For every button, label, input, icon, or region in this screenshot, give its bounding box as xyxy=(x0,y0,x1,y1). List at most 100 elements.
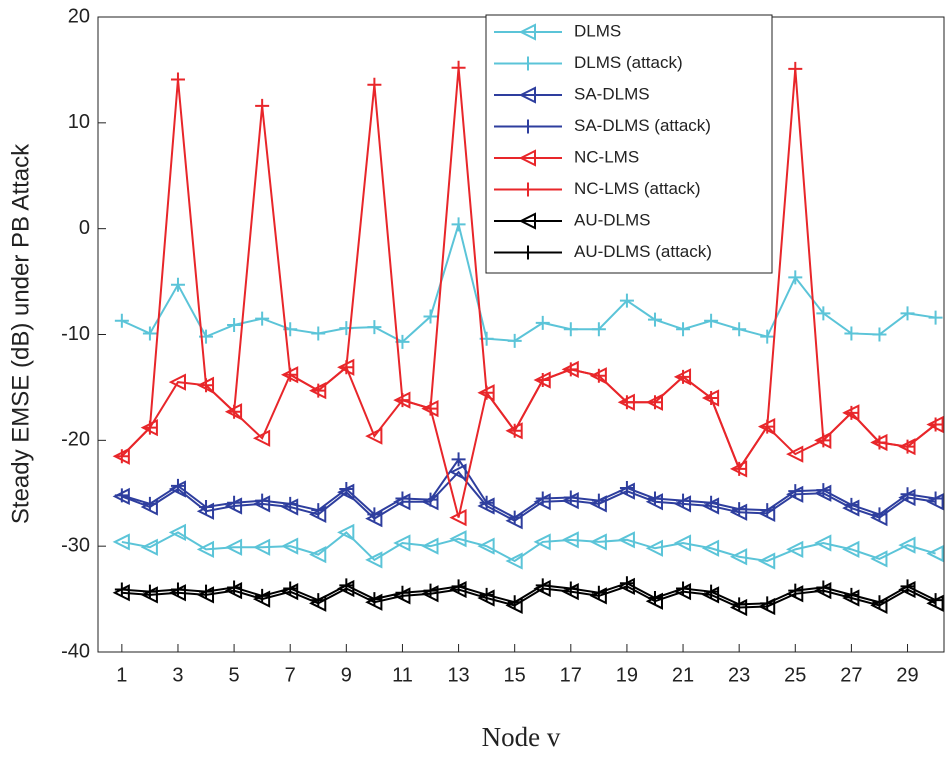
marker xyxy=(423,309,438,324)
marker xyxy=(732,322,747,337)
marker xyxy=(393,534,411,552)
legend: DLMS DLMS (attack) SA-DLMS SA-DLMS (attack)… xyxy=(485,14,773,274)
marker xyxy=(844,326,859,341)
marker xyxy=(844,405,859,420)
marker xyxy=(591,322,606,337)
x-tick-label: 29 xyxy=(896,664,918,686)
marker xyxy=(760,503,775,518)
marker xyxy=(619,395,634,410)
marker xyxy=(535,315,550,330)
marker xyxy=(227,404,242,419)
marker xyxy=(367,507,382,522)
marker xyxy=(533,533,551,551)
x-tick-label: 25 xyxy=(784,664,806,686)
marker xyxy=(227,580,242,595)
marker xyxy=(142,326,157,341)
x-axis-label: Node v xyxy=(482,722,561,752)
marker xyxy=(196,540,215,558)
x-tick-label: 7 xyxy=(285,664,296,686)
y-tick-label: 20 xyxy=(68,5,90,27)
marker xyxy=(589,533,607,551)
marker xyxy=(311,326,326,341)
marker xyxy=(142,584,157,599)
marker xyxy=(339,482,354,497)
y-axis-label: Steady EMSE (dB) under PB Attack xyxy=(7,143,34,524)
x-tick-label: 21 xyxy=(672,664,694,686)
marker xyxy=(617,531,635,549)
marker xyxy=(619,576,634,591)
marker xyxy=(563,490,578,505)
marker xyxy=(451,579,466,594)
marker xyxy=(421,537,439,555)
x-tick-label: 3 xyxy=(172,664,183,686)
legend-marker xyxy=(518,149,536,167)
marker xyxy=(760,596,775,611)
marker xyxy=(479,495,494,510)
y-tick-label: -20 xyxy=(61,429,90,451)
legend-marker xyxy=(521,56,535,71)
marker xyxy=(647,491,662,506)
marker xyxy=(477,537,495,555)
marker xyxy=(255,588,270,603)
marker xyxy=(339,578,354,593)
y-tick-label: -30 xyxy=(61,534,90,556)
marker xyxy=(900,306,915,321)
marker xyxy=(252,429,271,447)
marker xyxy=(816,483,831,498)
marker xyxy=(255,98,270,113)
marker xyxy=(591,368,606,383)
marker xyxy=(591,493,606,508)
marker xyxy=(114,313,129,328)
marker xyxy=(563,322,578,337)
marker xyxy=(732,502,747,517)
marker xyxy=(729,548,748,566)
marker xyxy=(170,478,185,493)
marker xyxy=(142,420,157,435)
marker xyxy=(732,597,747,612)
marker xyxy=(898,536,916,554)
marker xyxy=(535,491,550,506)
marker xyxy=(365,551,383,569)
marker xyxy=(645,539,663,557)
x-tick-label: 19 xyxy=(616,664,638,686)
marker xyxy=(872,327,887,342)
marker xyxy=(367,320,382,335)
marker xyxy=(227,317,242,332)
y-tick-label: 0 xyxy=(79,217,90,239)
marker xyxy=(842,540,860,558)
series-line xyxy=(121,220,936,344)
marker xyxy=(928,417,943,432)
legend-marker xyxy=(518,86,536,104)
marker xyxy=(451,217,466,232)
marker xyxy=(926,544,944,563)
marker xyxy=(114,449,129,464)
marker xyxy=(788,61,803,76)
marker xyxy=(647,395,662,410)
marker xyxy=(788,583,803,598)
marker xyxy=(844,497,859,512)
marker xyxy=(280,537,299,555)
marker xyxy=(449,530,467,548)
marker xyxy=(760,419,775,434)
marker xyxy=(870,550,888,568)
marker xyxy=(561,531,579,549)
x-tick-label: 15 xyxy=(504,664,526,686)
marker xyxy=(114,582,129,597)
marker xyxy=(449,463,467,481)
marker xyxy=(900,579,915,594)
marker xyxy=(928,593,943,608)
marker xyxy=(395,491,410,506)
marker xyxy=(647,312,662,327)
legend-label: AU-DLMS (attack) xyxy=(574,242,712,261)
marker xyxy=(255,311,270,326)
y-tick-label: -10 xyxy=(61,323,90,345)
marker xyxy=(928,310,943,325)
marker xyxy=(114,488,129,503)
marker xyxy=(704,495,719,510)
marker xyxy=(732,461,747,476)
marker xyxy=(676,369,691,384)
marker xyxy=(928,491,943,506)
marker xyxy=(704,313,719,328)
x-tick-label: 1 xyxy=(116,664,127,686)
